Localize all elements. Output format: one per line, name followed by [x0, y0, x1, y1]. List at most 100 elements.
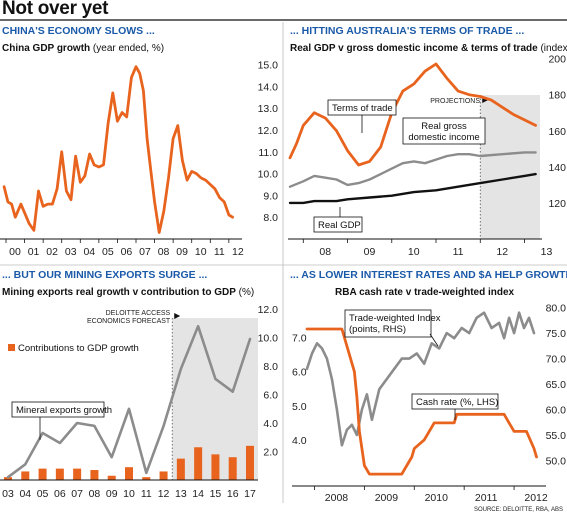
mineral-exports-label-box	[11, 401, 105, 418]
forecast-arrow	[174, 313, 181, 319]
mining-x-tick-label: 10	[123, 488, 135, 500]
china-subtitle-units: (year ended, %)	[90, 43, 164, 54]
gdp-contribution-bar	[142, 477, 151, 480]
twi-leader	[429, 333, 439, 347]
china-y-tick-label: 9.0	[263, 190, 278, 202]
rba-right-tick-label: 60.0	[546, 405, 567, 417]
china-y-tick-label: 12.0	[258, 125, 279, 137]
china-gdp-line	[2, 65, 235, 234]
twi-label-box	[344, 309, 432, 338]
projection-label: PROJECTIONS	[430, 98, 480, 105]
rba-right-tick-label: 80.0	[546, 303, 567, 315]
mining-x-tick-label: 03	[2, 488, 14, 500]
china-subtitle-bold: China GDP growth	[2, 43, 90, 54]
terms-of-trade-label: Terms of trade	[332, 103, 393, 114]
gdp-contribution-bar	[55, 468, 64, 480]
australia-section-title: ... HITTING AUSTRALIA'S TERMS OF TRADE .…	[290, 25, 524, 37]
real-gdp-label: Real GDP	[318, 220, 361, 231]
mining-y-tick-label: 12.0	[258, 304, 279, 316]
mining-subtitle: Mining exports real growth v contributio…	[2, 287, 254, 298]
rba-x-tick-label: 2012	[524, 492, 548, 504]
gdp-contribution-bar	[211, 454, 220, 480]
mining-x-tick-label: 13	[175, 488, 187, 500]
rba-left-tick-label: 5.0	[292, 401, 307, 413]
china-x-tick-label: 07	[139, 246, 151, 258]
china-y-tick-label: 13.0	[258, 103, 279, 115]
twi-label-line: (points, RHS)	[349, 324, 406, 335]
mining-y-tick-label: 2.0	[263, 447, 278, 459]
australia-x-tick-label: 12	[496, 246, 508, 258]
china-y-tick-label: 11.0	[258, 147, 278, 159]
rba-x-tick-label: 2011	[475, 492, 498, 504]
rba-cash-rate-chart: 2008 2009 2010 2011 2012 4.0 5.0 6.0 7.0 50.0 55.0…	[292, 303, 566, 504]
gdp-contribution-bar	[159, 471, 168, 480]
mining-y-tick-label: 6.0	[263, 390, 278, 402]
mining-y-tick-label: 4.0	[263, 418, 278, 430]
mining-x-tick-label: 15	[210, 488, 222, 500]
china-y-tick-label: 8.0	[263, 212, 278, 224]
china-x-tick-label: 06	[121, 246, 133, 258]
rba-subtitle: RBA cash rate v trade-weighted index	[335, 287, 515, 298]
rba-x-tick-label: 2008	[325, 492, 349, 504]
gross-domestic-income-label-box	[402, 117, 486, 145]
projection-shade	[480, 95, 540, 239]
real-gdp-label-box	[313, 216, 363, 233]
australia-subtitle-units: (index)	[538, 43, 567, 54]
china-x-tick-label: 11	[214, 246, 225, 258]
mining-x-tick-label: 09	[106, 488, 118, 500]
china-x-tick-label: 01	[28, 246, 40, 258]
mining-subtitle-bold: Mining exports real growth v contributio…	[2, 287, 236, 298]
australia-series-line	[288, 151, 537, 188]
gdp-contribution-bar	[194, 447, 203, 480]
gdp-contribution-legend-label: Contributions to GDP growth	[18, 343, 139, 354]
rba-x-tick-label: 2009	[375, 492, 399, 504]
rba-right-tick-label: 75.0	[546, 328, 567, 340]
rba-left-tick-label: 6.0	[292, 367, 307, 379]
mining-x-tick-label: 06	[54, 488, 66, 500]
twi-label-line: Trade-weighted Index	[349, 313, 441, 324]
mineral-exports-label: Mineral exports growth	[16, 405, 112, 416]
mining-x-tick-label: 07	[71, 488, 83, 500]
australia-y-tick-label: 140	[548, 162, 566, 174]
mining-x-tick-label: 16	[227, 488, 239, 500]
china-x-tick-label: 09	[176, 246, 188, 258]
gross-domestic-income-label-line: Real gross	[421, 121, 467, 132]
australia-x-tick-label: 13	[541, 246, 553, 258]
china-gdp-chart: 00 01 02 03 04 05 06 07 08 09 10 11 12 8.0 9.0 10.0 11.0…	[0, 60, 278, 258]
gdp-contribution-bar	[90, 470, 99, 480]
mining-y-tick-label: 8.0	[263, 361, 278, 373]
mining-x-tick-label: 08	[89, 488, 101, 500]
gdp-contribution-bar	[38, 468, 47, 480]
terms-of-trade-chart: PROJECTIONS 08 09 10 11 12 13 120 140 160 180 200 Te…	[288, 54, 566, 258]
mining-x-tick-label: 17	[244, 488, 256, 500]
rba-right-tick-label: 50.0	[546, 456, 567, 468]
china-x-tick-label: 03	[65, 246, 77, 258]
gdp-contribution-bar	[107, 475, 116, 480]
gdp-contribution-bar	[228, 457, 237, 480]
cash-rate-label: Cash rate (%, LHS)	[416, 397, 498, 408]
mining-subtitle-units: (%)	[236, 287, 254, 298]
australia-y-tick-label: 160	[548, 126, 566, 138]
rba-right-tick-label: 65.0	[546, 379, 567, 391]
china-x-tick-label: 00	[9, 246, 21, 258]
mining-x-tick-label: 12	[158, 488, 170, 500]
rba-x-tick-label: 2010	[425, 492, 449, 504]
gross-domestic-income-label-line: domestic income	[408, 132, 479, 143]
australia-x-tick-label: 09	[364, 246, 376, 258]
mining-x-tick-label: 11	[141, 488, 152, 500]
rba-right-tick-label: 70.0	[546, 354, 567, 366]
australia-series-line	[288, 172, 537, 205]
cash-rate-line	[305, 327, 538, 476]
real-gdp-label-line: Real GDP	[318, 220, 361, 231]
page-title: Not over yet	[2, 0, 109, 19]
mining-x-tick-label: 04	[19, 488, 31, 500]
china-y-tick-label: 14.0	[258, 81, 279, 93]
china-x-tick-label: 02	[46, 246, 58, 258]
terms-of-trade-label-line: Terms of trade	[332, 103, 393, 114]
australia-subtitle: Real GDP v gross domestic income & terms…	[290, 43, 567, 54]
gdp-contribution-bar	[21, 471, 30, 480]
australia-x-tick-label: 10	[408, 246, 420, 258]
gross-domestic-income-label: Real gross domestic income	[408, 121, 479, 143]
rba-left-tick-label: 7.0	[292, 333, 307, 345]
